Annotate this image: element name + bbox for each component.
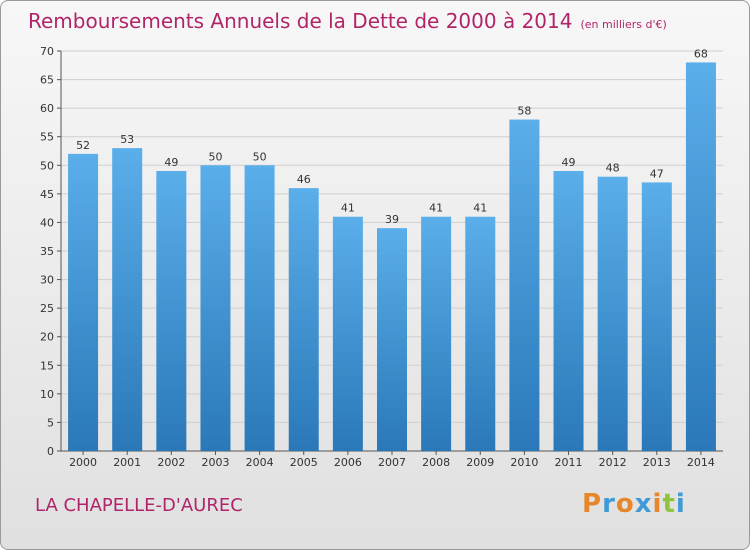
x-tick-label: 2008: [422, 456, 450, 469]
bar-2014: [685, 62, 716, 452]
y-tick-label: 70: [40, 45, 54, 58]
bar-2007: [377, 228, 407, 451]
x-tick-label: 2004: [246, 456, 274, 469]
logo-letter: o: [615, 489, 635, 519]
chart-title: Remboursements Annuels de la Dette de 20…: [28, 9, 667, 33]
x-tick-label: 2010: [510, 456, 538, 469]
bar-2010: [509, 119, 540, 452]
bar-2011: [553, 171, 584, 451]
x-tick-label: 2011: [555, 456, 583, 469]
bar-value-label: 41: [473, 202, 487, 215]
y-tick-label: 5: [47, 416, 54, 429]
y-tick-label: 50: [40, 159, 54, 172]
bar-2008: [421, 216, 452, 451]
bar-value-label: 48: [606, 162, 620, 175]
y-tick-label: 0: [47, 445, 54, 458]
bar-2003: [200, 165, 231, 452]
logo-letter: i: [675, 489, 686, 519]
bar-value-label: 41: [341, 202, 355, 215]
bar-2013: [641, 182, 672, 451]
bar-value-label: 47: [650, 167, 664, 180]
bar-value-label: 49: [164, 156, 178, 169]
y-tick-label: 60: [40, 102, 54, 115]
y-tick-label: 35: [40, 245, 54, 258]
bar-2005: [288, 188, 319, 451]
bar-value-label: 49: [562, 156, 576, 169]
bar-2001: [112, 148, 143, 451]
bar-2004: [244, 165, 275, 452]
x-tick-label: 2014: [687, 456, 715, 469]
bars: 52 53 49 50 50 46 41 39 41 41 58 49 48 47 68: [68, 47, 716, 452]
y-tick-label: 15: [40, 359, 54, 372]
y-tick-label: 45: [40, 188, 54, 201]
y-tick-label: 55: [40, 131, 54, 144]
x-tick-label: 2005: [290, 456, 318, 469]
x-tick-label: 2007: [378, 456, 406, 469]
y-tick-label: 20: [40, 331, 54, 344]
logo-letter: x: [634, 489, 653, 519]
bar-value-label: 39: [385, 213, 399, 226]
x-tick-label: 2001: [113, 456, 141, 469]
y-tick-label: 40: [40, 216, 54, 229]
y-tick-label: 10: [40, 388, 54, 401]
x-tick-label: 2000: [69, 456, 97, 469]
municipality-name: LA CHAPELLE-D'AUREC: [35, 495, 243, 516]
chart-title-main: Remboursements Annuels de la Dette de 20…: [28, 9, 573, 33]
bar-value-label: 58: [517, 105, 531, 118]
bar-value-label: 41: [429, 202, 443, 215]
y-tick-label: 30: [40, 274, 54, 287]
x-tick-label: 2013: [643, 456, 671, 469]
bar-value-label: 68: [694, 47, 708, 60]
bar-value-label: 50: [208, 150, 222, 163]
logo-letter: t: [662, 489, 676, 519]
x-tick-label: 2012: [599, 456, 627, 469]
bar-value-label: 46: [297, 173, 311, 186]
logo-letter: i: [652, 489, 663, 519]
chart-title-unit: (en milliers d'€): [580, 18, 667, 31]
bar-2000: [68, 153, 99, 451]
proxiti-logo: Proxiti: [582, 489, 686, 519]
bar-2006: [332, 216, 363, 451]
bar-2002: [156, 171, 187, 451]
x-tick-label: 2006: [334, 456, 362, 469]
y-tick-label: 65: [40, 74, 54, 87]
bar-value-label: 50: [253, 150, 267, 163]
x-tick-label: 2002: [157, 456, 185, 469]
logo-letter: P: [582, 489, 603, 519]
bar-value-label: 52: [76, 139, 90, 152]
x-axis-labels: 2000 2001 2002 2003 2004 2005 2006 2007 2008 2009…: [69, 451, 715, 469]
x-tick-label: 2003: [201, 456, 229, 469]
bar-value-label: 53: [120, 133, 134, 146]
y-tick-label: 25: [40, 302, 54, 315]
logo-letter: r: [602, 489, 616, 519]
x-tick-label: 2009: [466, 456, 494, 469]
bar-2012: [597, 176, 628, 451]
bar-2009: [465, 216, 496, 451]
